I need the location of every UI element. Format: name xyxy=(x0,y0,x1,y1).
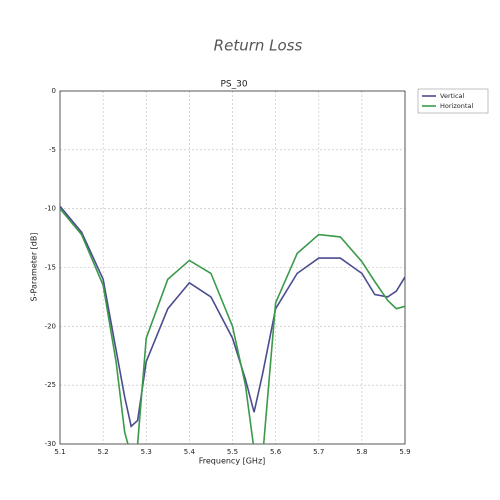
y-tick-label: -30 xyxy=(45,440,56,448)
legend-box xyxy=(417,88,489,114)
x-tick-label: 5.2 xyxy=(98,448,109,456)
y-tick-label: 0 xyxy=(52,87,56,95)
x-tick-label: 5.1 xyxy=(54,448,65,456)
x-tick-label: 5.9 xyxy=(399,448,410,456)
y-tick-label: -15 xyxy=(45,264,56,272)
x-tick-label: 5.3 xyxy=(141,448,152,456)
x-tick-label: 5.6 xyxy=(270,448,282,456)
chart-subtitle: PS_30 xyxy=(220,80,247,90)
x-tick-label: 5.5 xyxy=(227,448,238,456)
plot-frame xyxy=(59,90,406,445)
x-tick-label: 5.7 xyxy=(313,448,324,456)
series-line xyxy=(60,208,405,444)
x-tick-label: 5.4 xyxy=(184,448,196,456)
legend-label: Horizontal xyxy=(440,102,473,110)
y-axis-label: S-Parameter [dB] xyxy=(30,233,39,302)
y-tick-label: -5 xyxy=(49,146,56,154)
x-tick-label: 5.8 xyxy=(356,448,367,456)
chart-title: Return Loss xyxy=(214,37,303,55)
y-tick-label: -25 xyxy=(45,381,56,389)
legend-label: Vertical xyxy=(440,92,465,100)
y-tick-label: -20 xyxy=(45,322,56,330)
x-axis-label: Frequency [GHz] xyxy=(199,457,266,466)
y-tick-label: -10 xyxy=(45,205,56,213)
